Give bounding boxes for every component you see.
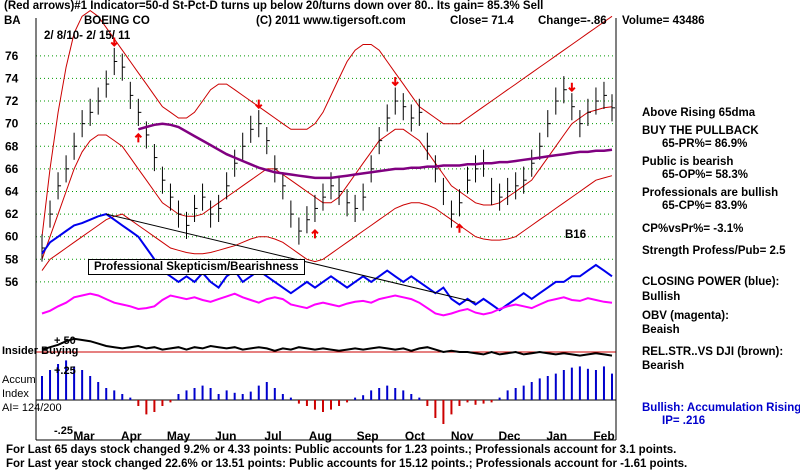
volume-value: Volume= 43486 (622, 15, 705, 27)
side-note: BUY THE PULLBACK (642, 125, 759, 137)
closing-power-line (41, 213, 613, 312)
arrows-layer (110, 37, 576, 239)
price-tick-label: 68 (5, 139, 19, 153)
side-note: Professionals are bullish (642, 187, 779, 199)
cp-trendline (106, 213, 476, 303)
sell-arrow-icon (568, 82, 576, 93)
copyright-text: (C) 2011 www.tigersoft.com (256, 15, 406, 27)
close-value: Close= 71.4 (450, 15, 514, 27)
accum-tick-label: +.25 (54, 365, 76, 377)
buy-arrow-icon (134, 132, 143, 143)
side-note: CP%vsPr%= -3.1% (642, 223, 744, 235)
accum-label-1: Accum (2, 374, 36, 386)
side-note: Public is bearish (642, 156, 734, 168)
price-tick-label: 74 (5, 71, 19, 85)
price-tick-label: 70 (5, 117, 19, 131)
sell-arrow-icon (391, 77, 399, 87)
month-tick-label: Apr (121, 429, 142, 443)
footer-line-1: For Last 65 days stock changed 9.2% or 4… (6, 444, 677, 456)
sell-arrow-icon (110, 37, 118, 47)
indicator-headline: (Red arrows)#1 Indicator=50-d St-Pct-D t… (4, 0, 544, 12)
month-tick-label: Feb (593, 429, 614, 443)
price-grid (36, 55, 616, 283)
side-note: Strength Profess/Pub= 2.5 (642, 245, 786, 257)
axes-layer: 56 58 60 62 64 66 68 70 72 74 76 Mar Apr May Jun Jul Aug… (5, 18, 617, 443)
accum-layer (36, 360, 616, 424)
change-value: Change=-.86 (538, 15, 607, 27)
obv-line (41, 292, 613, 317)
bands-layer (41, 9, 613, 271)
buy-arrow-icon (311, 229, 319, 239)
lower-band-line (41, 175, 613, 271)
price-tick-label: 58 (5, 252, 19, 266)
rel-str-line (41, 337, 613, 357)
skepticism-label: Professional Skepticism/Bearishness (88, 259, 305, 275)
price-tick-label: 66 (5, 162, 19, 176)
side-note: CLOSING POWER (blue): (642, 276, 780, 288)
month-tick-label: Mar (73, 429, 95, 443)
price-tick-label: 62 (5, 207, 19, 221)
upper-band-line (41, 9, 613, 237)
side-note: 65-OP%= 58.3% (662, 169, 748, 181)
side-note: OBV (magenta): (642, 310, 729, 322)
price-layer (41, 47, 615, 262)
buy-arrow-icon (455, 223, 464, 233)
month-tick-label: Dec (498, 429, 520, 443)
footer-line-2: For Last year stock changed 22.6% or 13.… (6, 458, 688, 470)
accum-label-2: Index (2, 388, 29, 400)
date-range: 2/ 8/10- 2/ 15/ 11 (44, 30, 131, 42)
month-tick-label: Jul (264, 429, 281, 443)
month-tick-label: Aug (309, 429, 332, 443)
month-tick-label: Sep (357, 429, 379, 443)
month-tick-label: Nov (451, 429, 474, 443)
sell-arrow-icon (255, 99, 263, 110)
accum-tick-label: +.50 (54, 335, 76, 347)
accum-tick-label: -.25 (54, 425, 73, 437)
side-note: Beaish (642, 324, 680, 336)
side-note: 65-PR%= 86.9% (662, 138, 748, 150)
side-note: 65-CP%= 83.9% (662, 200, 748, 212)
ticker-symbol: BA (4, 15, 21, 27)
side-note: IP= .216 (662, 415, 706, 427)
month-tick-label: Jun (215, 429, 236, 443)
price-tick-label: 72 (5, 94, 19, 108)
side-note: Bullish: Accumulation Rising (642, 402, 800, 414)
side-note: Above Rising 65dma (642, 107, 756, 119)
side-note: REL.STR..VS DJI (brown): (642, 346, 784, 358)
insider-buying-label: Insider Buying (2, 345, 79, 357)
month-tick-label: May (167, 429, 191, 443)
side-note: Bullish (642, 291, 681, 303)
indicator-layer (36, 213, 616, 357)
company-name: BOEING CO (84, 15, 150, 27)
price-tick-label: 56 (5, 275, 19, 289)
month-tick-label: Oct (405, 429, 425, 443)
inner-band-line (41, 106, 613, 260)
side-note: Bearish (642, 360, 685, 372)
ai-value: AI= 124/200 (2, 402, 62, 414)
month-tick-label: Jan (546, 429, 567, 443)
price-tick-label: 76 (5, 49, 19, 63)
ma65-line (137, 122, 613, 180)
b16-label: B16 (565, 229, 587, 241)
price-tick-label: 60 (5, 230, 19, 244)
price-tick-label: 64 (5, 184, 19, 198)
